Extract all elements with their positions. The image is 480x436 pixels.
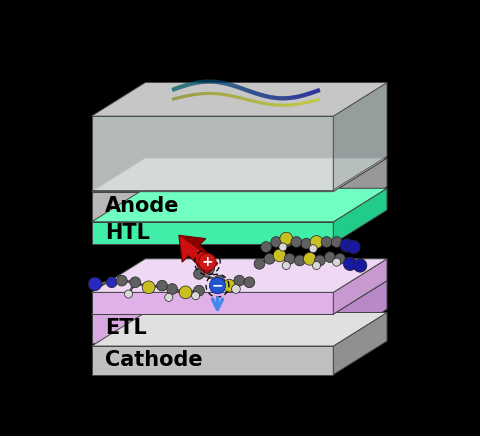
Polygon shape	[333, 259, 387, 314]
Circle shape	[282, 262, 290, 269]
Circle shape	[254, 259, 265, 269]
Polygon shape	[92, 346, 333, 375]
Polygon shape	[333, 313, 387, 375]
Circle shape	[209, 278, 226, 294]
Circle shape	[312, 262, 321, 269]
Polygon shape	[92, 158, 387, 192]
Polygon shape	[92, 116, 333, 190]
Circle shape	[192, 292, 200, 300]
Polygon shape	[92, 222, 333, 244]
Circle shape	[273, 249, 286, 262]
Circle shape	[280, 232, 293, 245]
Circle shape	[223, 279, 236, 292]
Polygon shape	[333, 158, 387, 220]
Circle shape	[167, 284, 178, 294]
Circle shape	[333, 258, 341, 266]
Circle shape	[211, 279, 220, 288]
Polygon shape	[92, 188, 387, 222]
Text: Cathode: Cathode	[105, 351, 203, 370]
Circle shape	[284, 253, 295, 264]
Polygon shape	[92, 82, 387, 116]
Circle shape	[279, 243, 287, 251]
Circle shape	[294, 255, 305, 266]
Circle shape	[343, 257, 357, 270]
Circle shape	[88, 277, 102, 291]
Circle shape	[165, 293, 173, 301]
Circle shape	[179, 286, 192, 299]
Polygon shape	[92, 192, 333, 220]
Polygon shape	[92, 259, 387, 293]
Text: ETL: ETL	[105, 318, 147, 338]
Circle shape	[193, 269, 204, 279]
Polygon shape	[333, 188, 387, 244]
Circle shape	[353, 259, 367, 272]
Circle shape	[214, 275, 225, 286]
Circle shape	[340, 238, 353, 252]
Circle shape	[196, 253, 215, 272]
Circle shape	[199, 253, 216, 271]
Circle shape	[231, 285, 240, 293]
Circle shape	[107, 277, 117, 288]
Circle shape	[142, 281, 155, 294]
Circle shape	[193, 285, 204, 296]
Polygon shape	[92, 314, 333, 343]
Circle shape	[309, 245, 317, 253]
Circle shape	[261, 242, 272, 252]
Circle shape	[271, 237, 282, 247]
Circle shape	[117, 275, 127, 286]
Circle shape	[303, 252, 316, 265]
Polygon shape	[92, 293, 333, 314]
Polygon shape	[333, 82, 387, 190]
Circle shape	[264, 253, 275, 264]
Circle shape	[291, 237, 302, 247]
Circle shape	[124, 290, 132, 298]
Text: Anode: Anode	[105, 196, 180, 216]
Polygon shape	[179, 235, 218, 274]
Polygon shape	[92, 281, 387, 314]
Circle shape	[310, 235, 323, 249]
Circle shape	[324, 252, 336, 262]
Text: HTL: HTL	[105, 223, 150, 243]
Text: −: −	[212, 279, 223, 293]
Circle shape	[130, 277, 141, 288]
Circle shape	[234, 275, 245, 286]
Circle shape	[301, 238, 312, 249]
Polygon shape	[179, 235, 218, 263]
Circle shape	[314, 255, 325, 266]
Circle shape	[204, 263, 215, 274]
Circle shape	[347, 240, 360, 254]
Circle shape	[335, 253, 346, 264]
Circle shape	[331, 237, 342, 247]
Polygon shape	[92, 313, 387, 346]
Circle shape	[244, 277, 255, 288]
Circle shape	[321, 237, 332, 247]
Text: +: +	[202, 255, 213, 269]
Circle shape	[156, 280, 168, 291]
Polygon shape	[333, 281, 387, 343]
